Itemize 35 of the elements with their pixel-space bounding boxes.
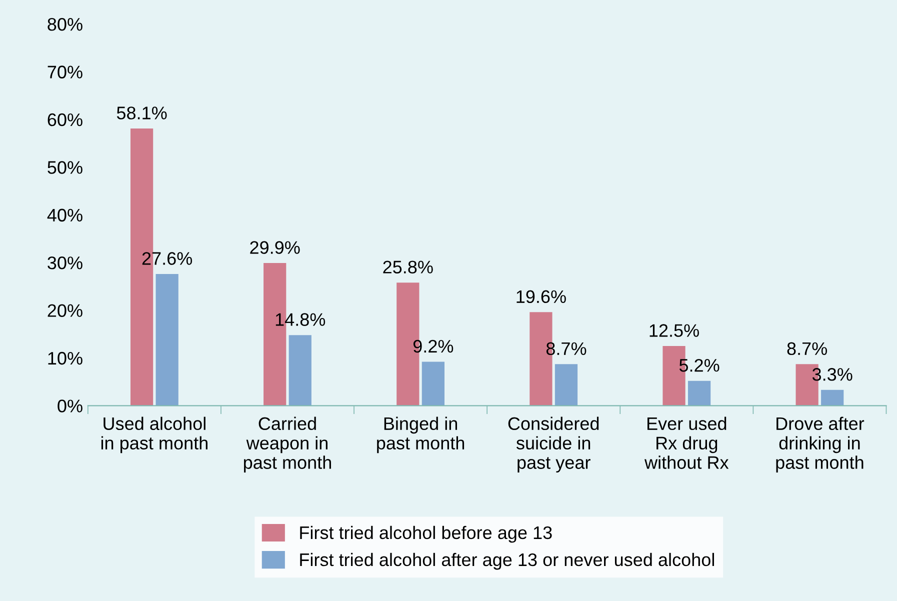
y-tick-label: 80%: [48, 18, 82, 31]
data-label: 8.7%: [787, 342, 828, 356]
bar: [422, 362, 444, 406]
x-tick-label: Drove after drinking in past month: [776, 416, 864, 473]
y-tick-label: 30%: [48, 256, 82, 270]
y-tick-label: 0%: [58, 400, 82, 412]
y-tick-label: 40%: [47, 208, 82, 222]
data-label: 58.1%: [116, 106, 167, 120]
bar: [821, 390, 844, 406]
bar: [288, 335, 312, 406]
data-label: 8.7%: [546, 342, 586, 356]
y-tick-label: 60%: [48, 113, 82, 126]
x-tick-label: Binged in past month: [377, 416, 464, 454]
y-tick-label: 50%: [48, 161, 82, 174]
x-tick-label: Carried weapon in past month: [244, 416, 331, 473]
x-tick-label: Used alcohol in past month: [101, 416, 208, 454]
data-label: 25.8%: [383, 260, 433, 274]
y-tick-label: 70%: [48, 66, 82, 78]
x-tick-label: Considered suicide in past year: [508, 416, 599, 473]
y-tick-label: 10%: [48, 352, 82, 365]
y-tick-label: 20%: [48, 304, 82, 317]
data-label: 5.2%: [679, 358, 720, 372]
data-label: 12.5%: [650, 324, 699, 337]
x-tick-label: Ever used Rx drug without Rx: [644, 416, 729, 469]
legend-label: First tried alcohol after age 13 or never used alcohol: [300, 552, 714, 570]
bar: [554, 364, 578, 406]
bar: [688, 380, 711, 406]
data-label: 19.6%: [516, 290, 566, 304]
data-label: 14.8%: [276, 313, 326, 326]
bar: [156, 274, 178, 406]
data-label: 29.9%: [250, 241, 300, 254]
data-label: 9.2%: [413, 340, 454, 353]
data-label: 27.6%: [142, 252, 192, 265]
data-label: 3.3%: [812, 368, 852, 381]
legend-label: First tried alcohol before age 13: [300, 526, 552, 543]
